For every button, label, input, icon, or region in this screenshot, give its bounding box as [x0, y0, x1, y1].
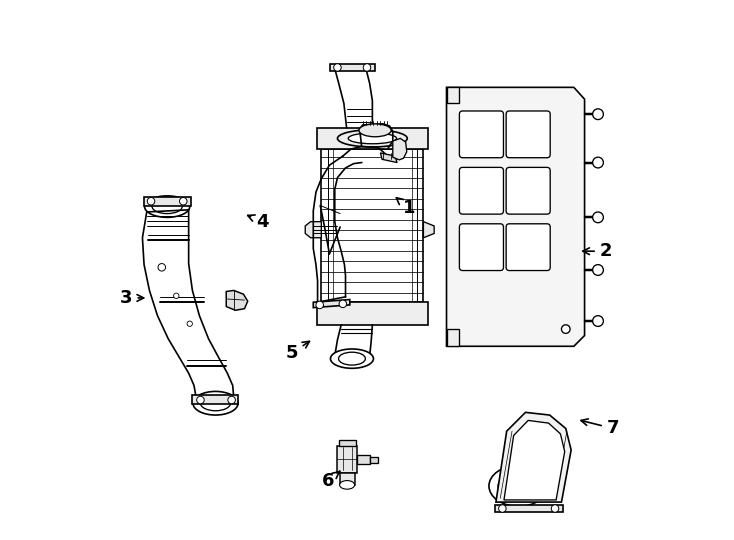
Circle shape — [592, 316, 603, 326]
Circle shape — [187, 321, 192, 326]
Text: 2: 2 — [583, 242, 612, 260]
Circle shape — [592, 265, 603, 275]
Polygon shape — [313, 300, 350, 308]
Circle shape — [316, 301, 324, 309]
Circle shape — [339, 300, 346, 308]
Ellipse shape — [330, 349, 374, 368]
Polygon shape — [380, 153, 397, 163]
Polygon shape — [446, 87, 584, 346]
Polygon shape — [317, 302, 428, 325]
Ellipse shape — [489, 465, 548, 507]
Text: 4: 4 — [247, 213, 269, 231]
Ellipse shape — [348, 133, 396, 144]
Polygon shape — [305, 221, 321, 238]
Circle shape — [148, 198, 155, 205]
Polygon shape — [504, 421, 564, 500]
Circle shape — [592, 109, 603, 119]
FancyBboxPatch shape — [506, 111, 550, 158]
Ellipse shape — [498, 472, 539, 500]
Ellipse shape — [506, 478, 531, 494]
Polygon shape — [446, 329, 459, 346]
Polygon shape — [495, 505, 563, 512]
Polygon shape — [370, 457, 378, 463]
Polygon shape — [446, 87, 459, 104]
Circle shape — [180, 198, 187, 205]
Polygon shape — [330, 64, 375, 71]
Ellipse shape — [145, 196, 189, 218]
Polygon shape — [317, 127, 428, 149]
Polygon shape — [144, 198, 191, 206]
Circle shape — [197, 396, 204, 404]
Circle shape — [592, 157, 603, 168]
Ellipse shape — [193, 392, 238, 415]
Ellipse shape — [338, 130, 407, 147]
Text: 1: 1 — [396, 198, 415, 217]
Circle shape — [363, 64, 371, 71]
Polygon shape — [496, 413, 571, 502]
Polygon shape — [226, 291, 248, 310]
FancyBboxPatch shape — [506, 224, 550, 271]
Polygon shape — [357, 455, 370, 464]
Text: 3: 3 — [120, 289, 144, 307]
Polygon shape — [446, 87, 582, 345]
FancyBboxPatch shape — [459, 111, 504, 158]
Polygon shape — [192, 395, 238, 404]
Ellipse shape — [338, 352, 366, 365]
Circle shape — [174, 293, 179, 299]
Circle shape — [592, 212, 603, 222]
Polygon shape — [338, 446, 357, 473]
FancyBboxPatch shape — [459, 224, 504, 271]
Text: 6: 6 — [322, 471, 340, 490]
Polygon shape — [321, 149, 424, 302]
Polygon shape — [340, 473, 355, 485]
Text: 5: 5 — [286, 341, 310, 362]
FancyBboxPatch shape — [506, 167, 550, 214]
Circle shape — [334, 64, 341, 71]
Circle shape — [551, 505, 559, 512]
Circle shape — [498, 505, 506, 512]
Ellipse shape — [152, 200, 182, 214]
Circle shape — [228, 396, 236, 404]
Ellipse shape — [340, 481, 355, 489]
Text: 7: 7 — [581, 419, 619, 437]
Circle shape — [562, 325, 570, 333]
Polygon shape — [339, 440, 356, 446]
Ellipse shape — [200, 396, 230, 411]
Circle shape — [158, 264, 166, 271]
Ellipse shape — [359, 124, 391, 137]
Polygon shape — [424, 221, 434, 238]
FancyBboxPatch shape — [459, 167, 504, 214]
Polygon shape — [393, 138, 407, 160]
